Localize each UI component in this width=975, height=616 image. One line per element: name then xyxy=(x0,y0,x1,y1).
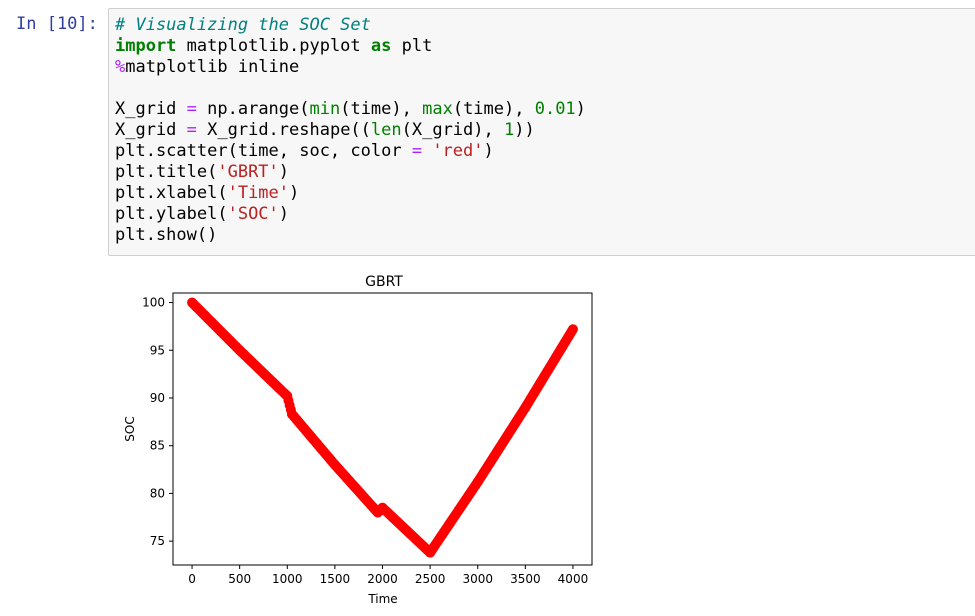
operator: = xyxy=(186,120,197,140)
scatter-chart: GBRT 0 500 1000 1500 2000 2500 3000 3500 4000 75… xyxy=(123,274,593,606)
code-comment: # Visualizing the SOC Set xyxy=(115,15,371,35)
code-token: ) xyxy=(289,183,300,203)
string-literal: 'GBRT' xyxy=(217,162,279,182)
code-token: )) xyxy=(514,120,535,140)
code-token: plt xyxy=(391,36,433,56)
code-token: X_grid xyxy=(115,99,187,119)
number-literal: 0.01 xyxy=(534,99,576,119)
code-token: X_grid xyxy=(115,120,187,140)
number-literal: 1 xyxy=(503,120,515,140)
code-token: np.arange( xyxy=(196,99,310,119)
data-point xyxy=(567,324,578,335)
string-literal: 'SOC' xyxy=(227,204,279,224)
magic-symbol: % xyxy=(115,57,126,77)
x-axis-label: Time xyxy=(367,592,397,606)
y-axis-label: SOC xyxy=(123,416,137,441)
plot-frame xyxy=(172,292,593,566)
x-tick-label: 500 xyxy=(228,572,251,586)
code-text[interactable]: # Visualizing the SOC Set import matplot… xyxy=(115,15,586,246)
keyword-as: as xyxy=(370,36,392,56)
y-tick-label: 80 xyxy=(150,486,165,500)
code-token: matplotlib.pyplot xyxy=(176,36,371,56)
x-tick-label: 4000 xyxy=(558,572,589,586)
code-token: plt.scatter(time, soc, color xyxy=(115,141,412,161)
code-token: ) xyxy=(575,99,586,119)
x-tick-label: 0 xyxy=(188,572,196,586)
code-token: ) xyxy=(278,204,290,224)
operator: = xyxy=(411,141,423,161)
input-prompt: In [10]: xyxy=(16,14,98,34)
code-token: X_grid.reshape(( xyxy=(196,120,371,140)
code-token: (time), xyxy=(452,99,535,119)
y-tick-label: 100 xyxy=(142,296,165,310)
cell-output: GBRT 0 500 1000 1500 2000 2500 3000 3500 4000 75… xyxy=(108,262,628,612)
code-token xyxy=(422,141,432,161)
y-tick-label: 75 xyxy=(150,534,165,548)
keyword-import: import xyxy=(115,36,177,56)
builtin-min: min xyxy=(309,99,341,119)
x-tick-label: 3500 xyxy=(510,572,541,586)
code-token: plt.xlabel( xyxy=(115,183,228,203)
y-axis: 75 80 85 90 95 100 xyxy=(142,296,173,548)
x-tick-label: 3000 xyxy=(462,572,493,586)
y-tick-label: 85 xyxy=(150,439,165,453)
data-points xyxy=(187,297,578,558)
string-literal: 'red' xyxy=(432,141,484,161)
x-axis: 0 500 1000 1500 2000 2500 3000 3500 4000 xyxy=(188,565,588,586)
x-tick-label: 2500 xyxy=(415,572,446,586)
code-token: plt.title( xyxy=(115,162,218,182)
builtin-max: max xyxy=(422,99,453,119)
string-literal: 'Time' xyxy=(227,183,290,203)
operator: = xyxy=(186,99,197,119)
x-tick-label: 1000 xyxy=(272,572,303,586)
builtin-len: len xyxy=(370,120,402,140)
code-token: (time), xyxy=(340,99,423,119)
y-tick-label: 95 xyxy=(150,343,165,357)
code-token: plt.show() xyxy=(115,225,218,245)
y-tick-label: 90 xyxy=(150,391,165,405)
code-token: plt.ylabel( xyxy=(115,204,228,224)
code-token: matplotlib inline xyxy=(125,57,300,77)
code-token: ) xyxy=(483,141,494,161)
x-tick-label: 1500 xyxy=(320,572,351,586)
code-token: ) xyxy=(278,162,290,182)
code-token: (X_grid), xyxy=(401,120,504,140)
x-tick-label: 2000 xyxy=(367,572,398,586)
chart-title: GBRT xyxy=(365,274,403,290)
code-editor[interactable]: # Visualizing the SOC Set import matplot… xyxy=(108,8,975,256)
